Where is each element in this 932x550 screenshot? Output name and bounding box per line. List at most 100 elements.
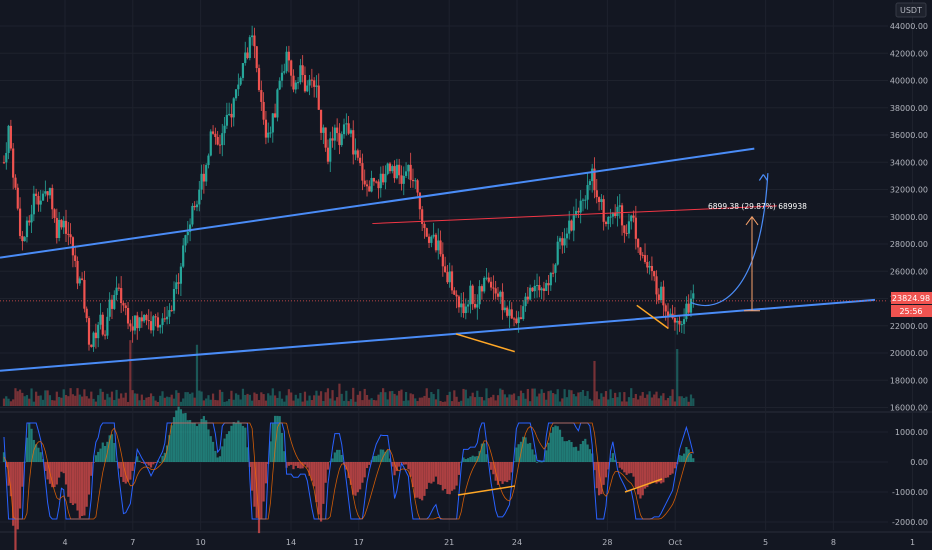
volume-bar (404, 391, 408, 406)
macd-bar (416, 462, 419, 498)
volume-bar (554, 394, 557, 406)
macd-bar (18, 462, 22, 509)
volume-bar (409, 393, 412, 406)
candle-body (393, 166, 396, 179)
volume-bar (200, 391, 203, 406)
candle-body (296, 82, 300, 84)
candle-body (333, 127, 336, 141)
candle-body (639, 247, 642, 255)
macd-bar (154, 462, 157, 463)
macd-bar (453, 462, 456, 490)
macd-bar (588, 449, 591, 462)
volume-bar (71, 394, 75, 406)
candle-body (529, 287, 532, 300)
macd-bar (188, 419, 192, 462)
candle-body (32, 193, 35, 215)
volume-bar (55, 391, 58, 406)
volume-bar (427, 397, 431, 406)
candle-body (496, 293, 500, 297)
volume-bar (159, 395, 162, 406)
macd-bar (166, 445, 169, 462)
macd-bar (379, 449, 382, 462)
currency-badge[interactable] (895, 2, 927, 18)
candle-body (437, 240, 440, 251)
candle-body (271, 113, 274, 133)
macd-bar (535, 461, 539, 463)
volume-bar (363, 388, 366, 406)
macd-bar (421, 462, 424, 501)
candle-body (524, 296, 527, 307)
candle-body (64, 220, 68, 234)
macd-bar (568, 440, 571, 462)
candle-body (159, 324, 162, 328)
macd-bar (195, 426, 199, 462)
volume-bar (494, 400, 497, 406)
candle-body (21, 235, 24, 242)
volume-bar (535, 396, 539, 406)
macd-bar (671, 462, 674, 474)
macd-bar (58, 462, 61, 478)
candle-body (179, 266, 183, 284)
volume-bar (113, 400, 116, 406)
macd-bar (292, 462, 295, 470)
macd-bar (409, 462, 412, 477)
volume-bar (483, 400, 486, 406)
macd-bar (331, 458, 334, 462)
volume-bar (333, 400, 336, 406)
candle-body (322, 127, 325, 133)
volume-bar (467, 398, 470, 406)
macd-bar (191, 423, 194, 462)
candle-body (124, 305, 127, 309)
macd-bar (434, 462, 438, 477)
candle-body (485, 277, 488, 279)
volume-bar (303, 391, 307, 406)
candle-body (198, 189, 201, 205)
macd-bar (685, 447, 688, 462)
volume-bar (28, 398, 31, 406)
time-tick-label: 1 (910, 538, 915, 547)
volume-bar (14, 388, 17, 406)
volume-bar (359, 391, 362, 406)
candle-body (512, 318, 516, 320)
candle-body (232, 98, 235, 118)
candle-body (492, 287, 495, 289)
candle-body (446, 272, 449, 283)
countdown-value: 25:56 (899, 307, 922, 316)
volume-bar (552, 393, 555, 406)
candle-body (526, 296, 529, 300)
candle-body (421, 209, 424, 224)
macd-bar (246, 447, 249, 462)
volume-bar (538, 393, 541, 406)
candle-body (462, 303, 465, 314)
volume-bar (432, 394, 435, 406)
candle-body (161, 318, 164, 325)
drawings[interactable] (0, 147, 888, 496)
volume-bar (207, 395, 210, 406)
volume-bar (345, 390, 348, 406)
macd-bar (228, 431, 231, 462)
macd-bar (103, 446, 107, 462)
volume-bar (632, 398, 635, 406)
macd-bar (264, 462, 268, 484)
macd-bar (662, 462, 665, 483)
macd-bar (609, 457, 612, 462)
macd-bar (533, 454, 536, 462)
volume-bar (191, 392, 194, 406)
price-axis[interactable]: 44000.00 42000.00 40000.00 38000.00 36000.00… (890, 22, 928, 527)
macd-bar (365, 462, 369, 469)
time-axis[interactable]: 4 7 10 14 17 21 24 28 Oct 5 8 1 (62, 538, 915, 547)
volume-bar (331, 390, 334, 406)
volume-bar (133, 393, 137, 406)
volume-bar (329, 398, 332, 406)
volume-bar (476, 390, 479, 406)
time-tick-label: 17 (354, 538, 364, 547)
candle-body (473, 303, 477, 308)
macd-bar (510, 462, 513, 473)
volume-bar (386, 399, 389, 406)
candle-body (345, 123, 348, 125)
macd-bar (182, 413, 185, 462)
macd-bar (76, 462, 79, 511)
candle-body (381, 173, 385, 183)
candle-body (191, 205, 194, 225)
